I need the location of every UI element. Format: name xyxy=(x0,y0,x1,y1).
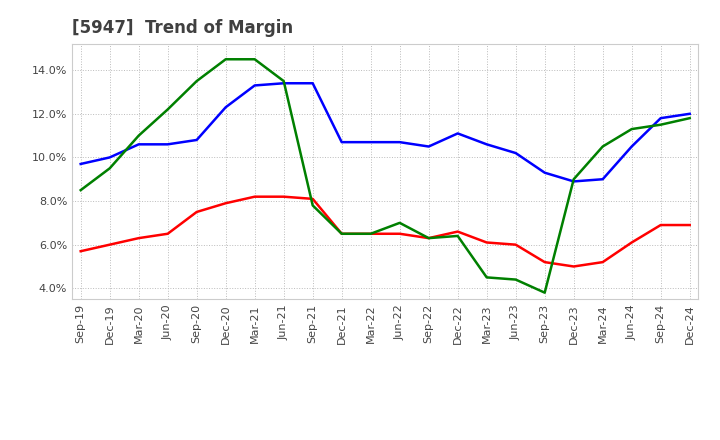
Ordinary Income xyxy=(76,161,85,167)
Ordinary Income xyxy=(511,150,520,156)
Operating Cashflow xyxy=(598,144,607,149)
Net Income xyxy=(424,235,433,241)
Net Income xyxy=(192,209,201,215)
Net Income xyxy=(338,231,346,236)
Operating Cashflow xyxy=(163,107,172,112)
Operating Cashflow xyxy=(627,126,636,132)
Line: Ordinary Income: Ordinary Income xyxy=(81,83,690,181)
Net Income xyxy=(251,194,259,199)
Net Income xyxy=(657,222,665,227)
Ordinary Income xyxy=(279,81,288,86)
Operating Cashflow xyxy=(685,116,694,121)
Net Income xyxy=(105,242,114,247)
Net Income xyxy=(76,249,85,254)
Net Income xyxy=(308,196,317,202)
Ordinary Income xyxy=(454,131,462,136)
Ordinary Income xyxy=(163,142,172,147)
Operating Cashflow xyxy=(657,122,665,127)
Operating Cashflow xyxy=(366,231,375,236)
Net Income xyxy=(221,201,230,206)
Ordinary Income xyxy=(135,142,143,147)
Operating Cashflow xyxy=(424,235,433,241)
Net Income xyxy=(627,240,636,245)
Net Income xyxy=(570,264,578,269)
Text: [5947]  Trend of Margin: [5947] Trend of Margin xyxy=(72,19,293,37)
Net Income xyxy=(454,229,462,234)
Net Income xyxy=(541,260,549,265)
Net Income xyxy=(511,242,520,247)
Ordinary Income xyxy=(685,111,694,117)
Ordinary Income xyxy=(251,83,259,88)
Operating Cashflow xyxy=(454,233,462,238)
Ordinary Income xyxy=(598,176,607,182)
Line: Operating Cashflow: Operating Cashflow xyxy=(81,59,690,293)
Operating Cashflow xyxy=(541,290,549,295)
Operating Cashflow xyxy=(338,231,346,236)
Operating Cashflow xyxy=(570,176,578,182)
Operating Cashflow xyxy=(105,166,114,171)
Operating Cashflow xyxy=(76,187,85,193)
Ordinary Income xyxy=(338,139,346,145)
Net Income xyxy=(366,231,375,236)
Ordinary Income xyxy=(105,155,114,160)
Net Income xyxy=(395,231,404,236)
Net Income xyxy=(135,235,143,241)
Operating Cashflow xyxy=(221,57,230,62)
Ordinary Income xyxy=(395,139,404,145)
Net Income xyxy=(163,231,172,236)
Operating Cashflow xyxy=(395,220,404,225)
Ordinary Income xyxy=(308,81,317,86)
Net Income xyxy=(279,194,288,199)
Ordinary Income xyxy=(192,137,201,143)
Operating Cashflow xyxy=(251,57,259,62)
Ordinary Income xyxy=(570,179,578,184)
Operating Cashflow xyxy=(192,78,201,84)
Operating Cashflow xyxy=(135,133,143,138)
Ordinary Income xyxy=(424,144,433,149)
Ordinary Income xyxy=(366,139,375,145)
Ordinary Income xyxy=(657,116,665,121)
Ordinary Income xyxy=(627,144,636,149)
Net Income xyxy=(598,260,607,265)
Legend: Ordinary Income, Net Income, Operating Cashflow: Ordinary Income, Net Income, Operating C… xyxy=(150,438,621,440)
Line: Net Income: Net Income xyxy=(81,197,690,267)
Operating Cashflow xyxy=(511,277,520,282)
Operating Cashflow xyxy=(279,78,288,84)
Net Income xyxy=(685,222,694,227)
Operating Cashflow xyxy=(308,203,317,208)
Operating Cashflow xyxy=(482,275,491,280)
Ordinary Income xyxy=(221,105,230,110)
Ordinary Income xyxy=(541,170,549,175)
Ordinary Income xyxy=(482,142,491,147)
Net Income xyxy=(482,240,491,245)
